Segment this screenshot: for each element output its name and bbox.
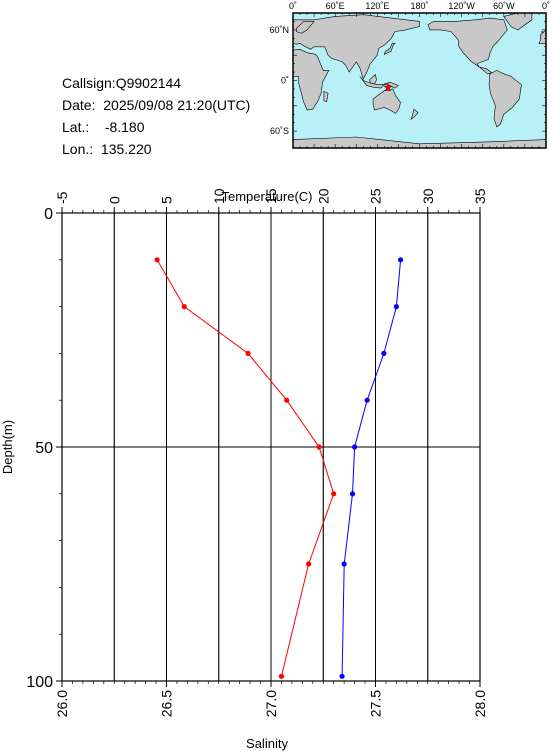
salinity-tick-label: 28.0 xyxy=(472,690,488,717)
salinity-point xyxy=(349,491,356,497)
map-lon-label: 60˚E xyxy=(326,1,345,11)
salinity-tick-label: 26.0 xyxy=(54,690,70,717)
temperature-point xyxy=(331,491,337,497)
world-map: 0˚ 60˚E 120˚E 180˚ 120˚W 60˚W 0˚ 60˚N 0˚ 60˚S xyxy=(269,1,550,149)
map-ticks xyxy=(292,12,547,149)
temperature-tick-label: 0 xyxy=(106,196,122,204)
map-lat-label: 60˚S xyxy=(270,126,289,136)
land-new-zealand xyxy=(410,108,419,121)
salinity-tick-label: 27.5 xyxy=(368,690,384,717)
callsign-text: Callsign:Q9902144 xyxy=(62,75,182,91)
salinity-point xyxy=(352,444,358,450)
station-marker xyxy=(383,82,393,92)
land-europe-asia xyxy=(292,14,420,80)
temperature-tick-label: 5 xyxy=(159,196,175,204)
salinity-tick-label: 26.5 xyxy=(159,690,175,717)
depth-tick-label: 100 xyxy=(26,674,53,691)
temperature-point xyxy=(245,350,251,356)
temperature-tick-label: 35 xyxy=(472,188,488,204)
salinity-tick-label: 27.0 xyxy=(263,690,279,717)
map-lon-label: 60˚W xyxy=(493,1,515,11)
latitude-value: -8.180 xyxy=(104,119,145,135)
map-lat-labels: 60˚N 0˚ 60˚S xyxy=(269,25,289,136)
temperature-ticks: -5 0 5 10 15 20 25 30 35 xyxy=(54,188,488,213)
salinity-point xyxy=(364,397,370,403)
temperature-point xyxy=(181,304,187,310)
salinity-ticks: 26.0 26.5 27.0 27.5 28.0 xyxy=(54,681,488,717)
salinity-series xyxy=(339,257,404,679)
temperature-axis-label: Temperature(C) xyxy=(221,189,312,204)
land-scandinavia xyxy=(296,21,315,34)
temperature-point xyxy=(316,444,322,450)
temperature-tick-label: 10 xyxy=(211,188,227,204)
map-lon-label: 120˚W xyxy=(448,1,475,11)
map-lat-label: 0˚ xyxy=(281,76,289,86)
plot-area: -5 0 5 10 15 20 25 30 35 26.0 26.5 27.0 27.5 28.0 05… xyxy=(0,188,488,751)
longitude-row: Lon.: 135.220 xyxy=(62,138,250,160)
land-south-america xyxy=(488,70,522,128)
temperature-point xyxy=(154,257,160,263)
map-lat-label: 60˚N xyxy=(269,25,289,35)
station-marker-star xyxy=(383,82,393,92)
land-north-america xyxy=(427,17,508,75)
land-australia xyxy=(372,88,401,114)
land-borneo xyxy=(369,74,377,85)
station-info: Callsign:Q9902144 Date: 2025/09/08 21:20… xyxy=(62,72,250,160)
latitude-row: Lat.: -8.180 xyxy=(62,116,250,138)
depth-tick-label: 0 xyxy=(44,206,53,223)
temperature-tick-label: 15 xyxy=(263,188,279,204)
temperature-series xyxy=(154,257,337,679)
latitude-label: Lat.: xyxy=(62,119,90,135)
salinity-point xyxy=(393,304,399,310)
depth-ticks: 0 50 100 xyxy=(26,206,62,691)
depth-tick-label: 50 xyxy=(35,440,53,457)
depth-axis-label: Depth(m) xyxy=(0,420,15,474)
temperature-tick-label: 30 xyxy=(420,188,436,204)
salinity-point xyxy=(381,350,387,356)
temperature-tick-label: -5 xyxy=(54,191,70,204)
temperature-point xyxy=(306,561,312,567)
salinity-axis-label: Salinity xyxy=(246,736,288,751)
salinity-point xyxy=(341,561,347,567)
grid-lines xyxy=(62,213,480,681)
land-japan xyxy=(383,43,396,55)
map-lon-label: 0˚ xyxy=(289,1,297,11)
map-lon-labels: 0˚ 60˚E 120˚E 180˚ 120˚W 60˚W 0˚ xyxy=(289,1,550,11)
longitude-label: Lon.: xyxy=(62,141,94,157)
temperature-line xyxy=(156,259,335,677)
temperature-tick-label: 20 xyxy=(315,188,331,204)
longitude-value: 135.220 xyxy=(100,141,152,157)
map-land xyxy=(292,12,547,149)
salinity-line xyxy=(341,259,402,677)
land-europe-west xyxy=(538,29,547,44)
temperature-point xyxy=(278,673,285,679)
map-lon-label: 180˚ xyxy=(410,1,428,11)
salinity-point xyxy=(339,673,345,679)
temperature-tick-label: 25 xyxy=(368,188,384,204)
salinity-point xyxy=(397,257,404,263)
land-madagascar xyxy=(323,91,329,102)
map-lon-label: 120˚E xyxy=(365,1,389,11)
land-africa xyxy=(292,48,330,111)
temperature-point xyxy=(284,397,290,403)
map-lon-label: 0˚ xyxy=(542,1,550,11)
date-text: Date: 2025/09/08 21:20(UTC) xyxy=(62,97,251,113)
